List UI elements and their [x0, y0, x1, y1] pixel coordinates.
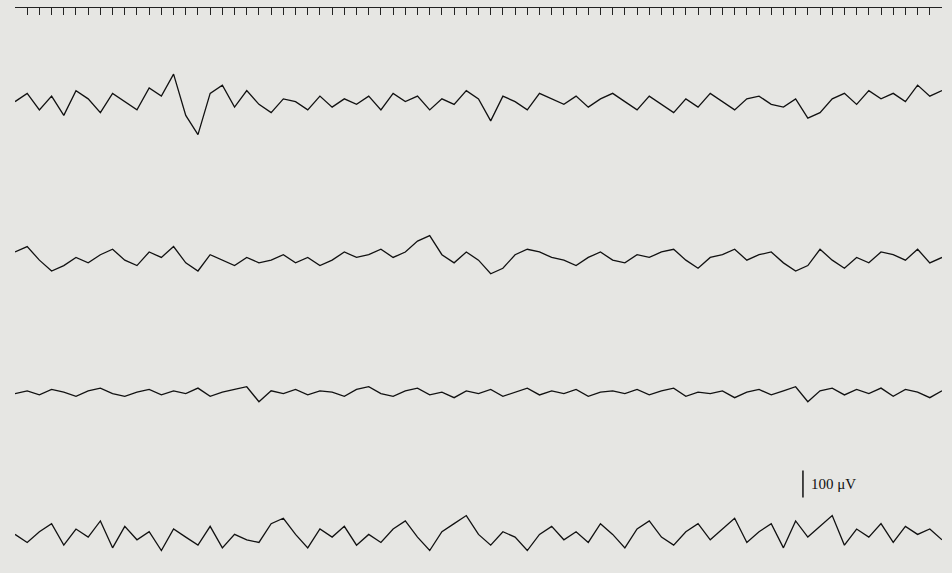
svg-text:100 μV: 100 μV: [811, 476, 856, 492]
